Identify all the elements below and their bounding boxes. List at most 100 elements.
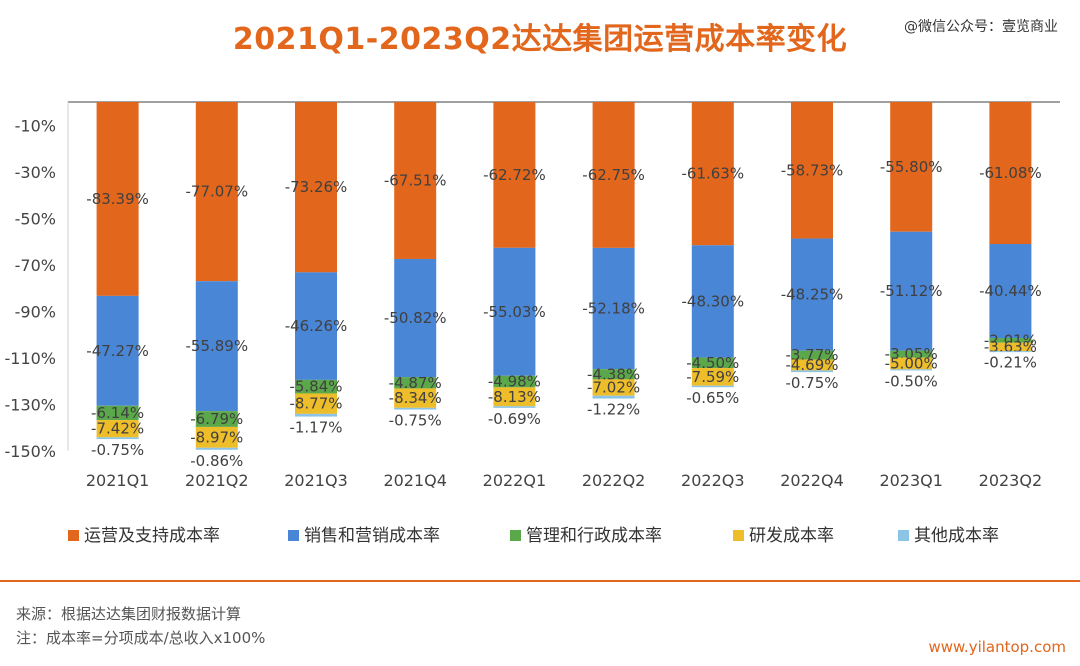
bar-segment xyxy=(989,338,1032,343)
x-tick-label: 2021Q1 xyxy=(86,471,150,490)
bar-segment xyxy=(592,379,635,396)
data-label: -6.14% xyxy=(91,404,144,422)
bar-segment xyxy=(989,342,1032,352)
data-label: -4.38% xyxy=(587,365,640,383)
y-tick-label: -10% xyxy=(15,116,56,135)
bar-segment xyxy=(493,406,536,408)
data-label: -47.27% xyxy=(86,342,149,360)
x-tick-label: 2022Q4 xyxy=(780,471,844,490)
bar-segment xyxy=(791,359,833,371)
bar-segment xyxy=(195,281,238,412)
legend-swatch xyxy=(733,530,744,541)
chart-title: 2021Q1-2023Q2达达集团运营成本率变化 xyxy=(232,22,848,57)
data-label: -4.98% xyxy=(488,373,541,391)
data-label: -48.25% xyxy=(781,286,844,304)
data-label: -5.84% xyxy=(289,378,342,396)
wechat-account-label: @微信公众号：壹览商业 xyxy=(904,19,1058,35)
legend-swatch xyxy=(510,530,521,541)
data-label: -67.51% xyxy=(384,171,447,189)
x-tick-label: 2021Q2 xyxy=(185,471,249,490)
data-label: -55.80% xyxy=(880,158,943,176)
bar-segment xyxy=(195,411,238,427)
legend-swatch xyxy=(68,530,79,541)
bar-segment xyxy=(791,238,833,351)
formula-note: 注：成本率=分项成本/总收入x100% xyxy=(16,629,266,647)
bar-segment xyxy=(989,351,1032,353)
data-label: -55.03% xyxy=(483,303,546,321)
data-label: -7.42% xyxy=(91,420,144,438)
bar-segment xyxy=(791,350,833,360)
y-tick-label: -90% xyxy=(15,302,56,321)
bar-segment xyxy=(493,247,536,376)
data-label: -0.69% xyxy=(488,410,541,428)
y-tick-label: -30% xyxy=(15,163,56,182)
data-label: -0.50% xyxy=(885,372,938,390)
legend-swatch xyxy=(898,530,909,541)
bar-segment xyxy=(295,272,337,380)
data-label: -58.73% xyxy=(781,161,844,179)
bar-segment xyxy=(890,350,933,358)
bar-segment xyxy=(890,102,933,232)
data-label: -61.08% xyxy=(979,164,1042,182)
data-label: -0.65% xyxy=(686,389,739,407)
data-label: -77.07% xyxy=(185,183,248,201)
data-label: -6.79% xyxy=(190,410,243,428)
bar-segment xyxy=(96,437,139,440)
bar-segment xyxy=(493,387,536,407)
x-tick-label: 2023Q2 xyxy=(979,471,1043,490)
bar-segment xyxy=(195,426,238,448)
bar-segment xyxy=(96,295,139,406)
legend-label: 其他成本率 xyxy=(914,526,999,546)
data-label: -4.69% xyxy=(785,356,838,374)
data-label: -51.12% xyxy=(880,282,943,300)
data-label: -52.18% xyxy=(582,300,645,318)
x-tick-label: 2023Q1 xyxy=(879,471,943,490)
bar-segment xyxy=(394,102,437,259)
bar-segment xyxy=(989,102,1032,245)
stacked-bar-chart: -10% -30% -50% -70% -90% -110% -130% -150% -83.3… xyxy=(4,101,1060,546)
data-label: -1.17% xyxy=(289,419,342,437)
bar-segment xyxy=(96,420,139,438)
source-note: 来源：根据达达集团财报数据计算 xyxy=(16,605,242,623)
website-label: www.yilantop.com xyxy=(928,638,1067,656)
y-tick-label: -50% xyxy=(15,209,56,228)
bar-segment xyxy=(691,368,734,386)
bar-segment xyxy=(989,244,1032,339)
data-label: -7.59% xyxy=(686,368,739,386)
bar-segment xyxy=(195,447,238,450)
data-label: -73.26% xyxy=(285,178,348,196)
data-label: -40.44% xyxy=(979,282,1042,300)
bar-segment xyxy=(295,413,337,417)
data-label: -5.00% xyxy=(885,354,938,372)
data-label: -8.13% xyxy=(488,388,541,406)
footer-divider xyxy=(0,580,1080,582)
data-label: -0.75% xyxy=(389,412,442,430)
data-label: -46.26% xyxy=(285,317,348,335)
x-tick-label: 2021Q4 xyxy=(383,471,447,490)
bar-segment xyxy=(592,369,635,380)
bar-segment xyxy=(493,102,536,248)
data-label: -0.75% xyxy=(91,441,144,459)
y-tick-label: -150% xyxy=(4,442,56,461)
bar-segment xyxy=(96,405,139,421)
data-label: -61.63% xyxy=(681,165,744,183)
y-tick-label: -130% xyxy=(4,395,56,414)
data-label: -48.30% xyxy=(681,292,744,310)
data-label: -50.82% xyxy=(384,309,447,327)
data-label: -55.89% xyxy=(185,337,248,355)
bar-segment xyxy=(890,231,933,351)
data-label: -1.22% xyxy=(587,401,640,419)
data-label: -8.77% xyxy=(289,395,342,413)
data-label: -83.39% xyxy=(86,190,149,208)
bar-segment xyxy=(592,247,635,370)
data-label: -7.02% xyxy=(587,379,640,397)
data-label: -0.21% xyxy=(984,354,1037,372)
data-label: -62.72% xyxy=(483,166,546,184)
bar-segment xyxy=(890,357,933,370)
x-tick-label: 2021Q3 xyxy=(284,471,348,490)
bar-segment xyxy=(295,393,337,414)
bar-segment xyxy=(394,407,437,410)
bar-segment xyxy=(96,102,139,296)
bar-segment xyxy=(890,369,933,371)
data-label: -0.86% xyxy=(190,452,243,470)
